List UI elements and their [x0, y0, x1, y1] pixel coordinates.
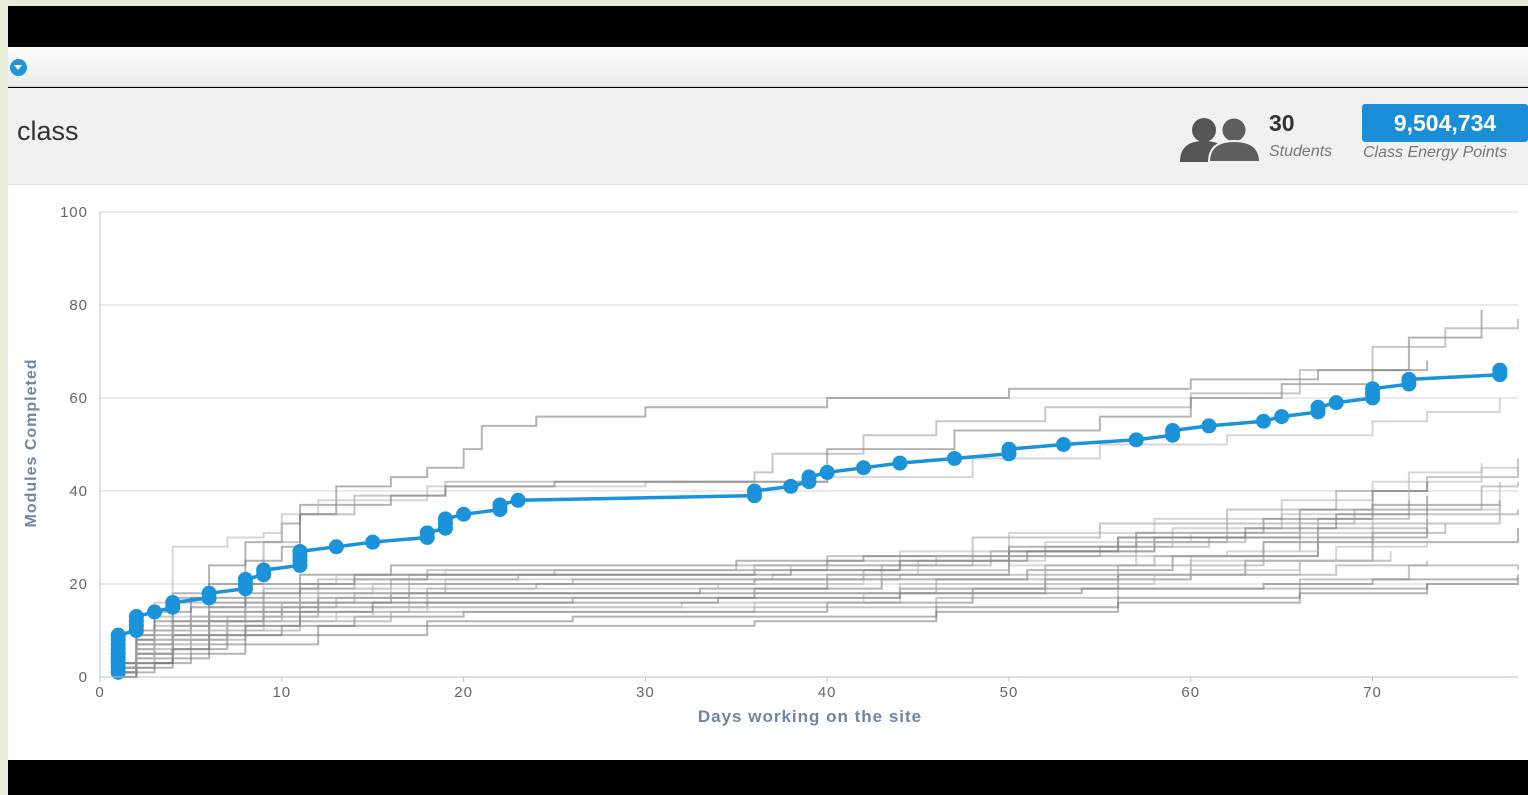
class-average-point — [328, 539, 344, 555]
student-line — [118, 560, 1429, 674]
class-average-point — [746, 483, 762, 499]
class-average-point — [1401, 371, 1417, 387]
class-average-point — [165, 595, 181, 611]
y-axis-title: Modules Completed — [23, 358, 40, 527]
class-average-point — [437, 511, 453, 527]
class-average-point — [1255, 413, 1271, 429]
student-line — [118, 584, 1429, 678]
chevron-down-circle-icon[interactable] — [10, 59, 27, 76]
class-average-point — [892, 455, 908, 471]
chart-area: 0 20 40 60 80 100 0 10 20 30 40 50 60 70 Days working… — [8, 185, 1528, 760]
class-average-point — [1274, 409, 1290, 425]
class-average-point — [147, 604, 163, 620]
class-average-point — [1165, 423, 1181, 439]
progress-chart: 0 20 40 60 80 100 0 10 20 30 40 50 60 70 Days working… — [23, 204, 1519, 726]
student-line — [118, 463, 1483, 669]
toolbar — [8, 47, 1528, 87]
class-average-point — [1328, 395, 1344, 411]
student-line — [118, 318, 1519, 669]
x-tick-label: 30 — [636, 684, 655, 701]
class-average-point — [1492, 362, 1508, 378]
energy-points-badge: 9,504,734 — [1362, 104, 1528, 142]
class-average-point — [419, 525, 435, 541]
student-line — [118, 578, 1518, 674]
students-label: Students — [1269, 143, 1333, 160]
class-average-point — [237, 571, 253, 587]
students-count: 30 — [1269, 110, 1295, 136]
x-tick-label: 70 — [1363, 684, 1382, 701]
class-average-point — [365, 534, 381, 550]
student-line — [118, 500, 1410, 674]
class-average-point — [1056, 437, 1072, 452]
student-line — [118, 309, 1483, 665]
bottom-bar — [8, 760, 1528, 795]
people-icon — [1180, 116, 1262, 162]
x-tick-label: 0 — [95, 684, 104, 701]
class-average-point — [510, 492, 526, 508]
y-tick-label: 60 — [69, 390, 88, 407]
y-tick-label: 40 — [69, 483, 88, 500]
class-average-point — [456, 506, 472, 522]
class-average-point — [783, 478, 799, 494]
student-line — [118, 523, 1447, 669]
x-tick-label: 50 — [1000, 684, 1019, 701]
class-average-point — [1365, 381, 1381, 397]
y-tick-label: 100 — [60, 204, 88, 221]
class-average-point — [492, 497, 508, 513]
class-average-point — [946, 450, 962, 466]
class-average-point — [128, 609, 144, 625]
class-average-point — [1310, 399, 1326, 415]
y-tick-label: 80 — [69, 297, 88, 314]
class-header: class 30 Students 9,504,734 Class Energy… — [8, 88, 1528, 185]
student-line — [118, 398, 1501, 669]
page-title: class — [17, 116, 79, 146]
x-tick-label: 20 — [454, 684, 473, 701]
class-average-point — [292, 543, 308, 559]
energy-points-label: Class Energy Points — [1363, 144, 1508, 161]
class-average-point — [201, 585, 217, 601]
x-tick-label: 40 — [818, 684, 837, 701]
student-line — [118, 495, 1429, 665]
y-tick-label: 20 — [69, 576, 88, 593]
class-average-line — [116, 370, 1502, 673]
class-average-point — [110, 627, 126, 643]
class-average-point — [1001, 441, 1017, 457]
class-average-point — [256, 562, 272, 578]
class-average-point — [801, 469, 817, 485]
student-line — [118, 574, 1519, 678]
y-tick-label: 0 — [79, 669, 88, 686]
x-tick-label: 60 — [1181, 684, 1200, 701]
class-average-point — [1128, 432, 1144, 448]
class-average-point — [1201, 418, 1217, 434]
x-tick-label: 10 — [272, 684, 291, 701]
student-line — [118, 500, 1501, 665]
class-average-point — [856, 460, 872, 476]
class-average-point — [819, 464, 835, 480]
x-axis-title: Days working on the site — [698, 707, 922, 726]
